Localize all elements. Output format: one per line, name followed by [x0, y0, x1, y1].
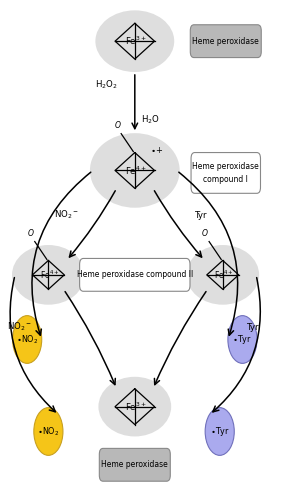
Text: $\bullet$+: $\bullet$+	[150, 144, 164, 154]
Text: Fe$^{4+}$: Fe$^{4+}$	[40, 268, 59, 281]
Circle shape	[228, 316, 257, 364]
Text: NO$_2$$^-$: NO$_2$$^-$	[7, 321, 32, 334]
Text: Tyr: Tyr	[195, 210, 208, 220]
Text: $\bullet$Tyr: $\bullet$Tyr	[210, 425, 230, 438]
Ellipse shape	[186, 245, 259, 304]
Ellipse shape	[99, 377, 171, 436]
Text: Fe$^{3+}$: Fe$^{3+}$	[125, 35, 147, 48]
Text: H$_2$O: H$_2$O	[141, 114, 160, 126]
Text: Heme peroxidase: Heme peroxidase	[192, 162, 259, 171]
Text: $\bullet$NO$_2$: $\bullet$NO$_2$	[37, 425, 60, 438]
Text: O: O	[114, 120, 120, 130]
Text: $\bullet$NO$_2$: $\bullet$NO$_2$	[16, 333, 38, 346]
Circle shape	[13, 316, 42, 364]
Circle shape	[34, 408, 63, 456]
Text: Tyr: Tyr	[247, 322, 259, 332]
FancyBboxPatch shape	[80, 258, 190, 292]
Text: O: O	[28, 228, 34, 237]
Text: Fe$^{4+}$: Fe$^{4+}$	[214, 268, 234, 281]
Text: compound I: compound I	[203, 175, 248, 184]
Text: NO$_2$$^-$: NO$_2$$^-$	[54, 209, 79, 222]
Text: H$_2$O$_2$: H$_2$O$_2$	[95, 79, 118, 92]
Text: O: O	[202, 228, 208, 237]
Ellipse shape	[95, 10, 174, 72]
Circle shape	[205, 408, 234, 456]
Text: Fe$^{4+}$: Fe$^{4+}$	[125, 164, 147, 176]
Ellipse shape	[12, 245, 85, 304]
Ellipse shape	[90, 133, 180, 208]
Text: $\bullet$Tyr: $\bullet$Tyr	[233, 333, 252, 346]
Text: Heme peroxidase: Heme peroxidase	[101, 460, 168, 469]
FancyBboxPatch shape	[99, 448, 170, 481]
Text: Fe$^{3+}$: Fe$^{3+}$	[125, 400, 147, 413]
Text: Heme peroxidase: Heme peroxidase	[192, 36, 259, 46]
Text: Heme peroxidase compound II: Heme peroxidase compound II	[77, 270, 193, 280]
FancyBboxPatch shape	[191, 152, 260, 194]
FancyBboxPatch shape	[190, 25, 261, 58]
